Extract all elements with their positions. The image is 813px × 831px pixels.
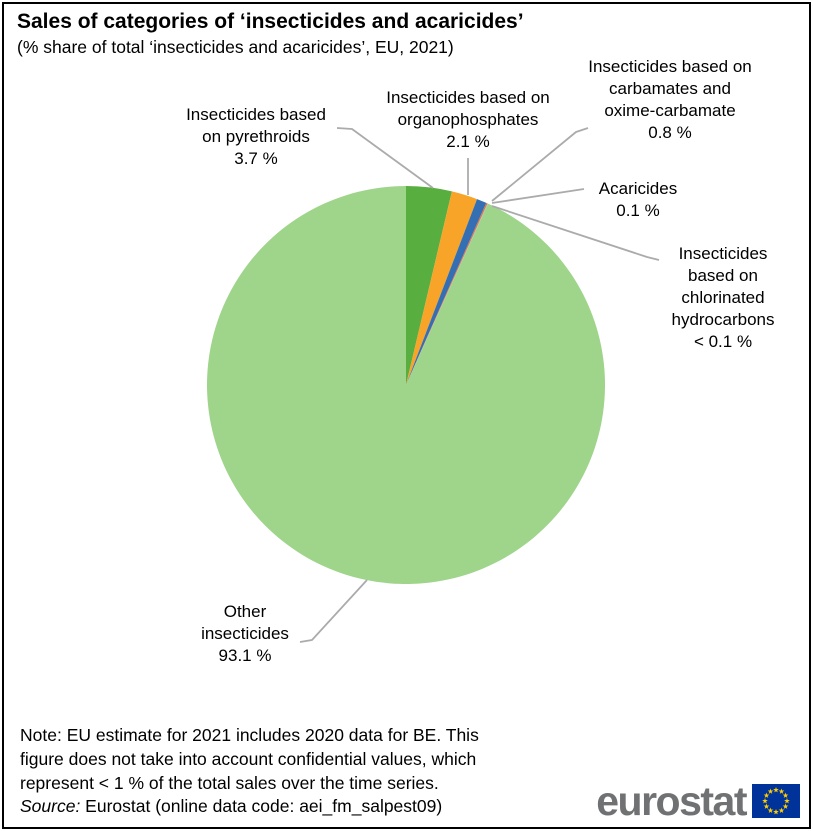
eurostat-wordmark: eurostat [596,778,747,824]
pie-slice-pyrethroids[interactable] [406,186,452,385]
slice-label-other-insecticides: Other insecticides 93.1 % [165,601,325,667]
slice-label-text: Insecticides based on organophosphates [386,88,550,129]
slice-value-text: 0.1 % [616,201,660,220]
footnote: Note: EU estimate for 2021 includes 2020… [20,725,479,793]
slice-label-text: Acaricides [598,179,678,198]
leader-line-chlorinated-hydrocarbons [491,205,660,261]
slice-label-chlorinated-hydrocarbons: Insecticides based on chlorinated hydroc… [653,243,793,353]
pie-slice-acaricides[interactable] [406,202,488,385]
eurostat-logo: eurostat [596,778,800,824]
source-text: Eurostat (online data code: aei_fm_salpe… [80,796,443,816]
page-subtitle: (% share of total ‘insecticides and acar… [17,37,454,57]
page-title: Sales of categories of ‘insecticides and… [17,10,524,33]
pie-slices [207,186,606,584]
slice-value-text: 3.7 % [234,149,278,168]
pie-slice-organophosphates[interactable] [406,191,478,385]
pie-slice-chlorinated-hydrocarbons[interactable] [406,203,489,385]
leader-line-other-insecticides [299,579,368,643]
slice-label-text: Insecticides based on pyrethroids [186,105,326,146]
eu-flag-icon [752,784,800,818]
slice-value-text: 0.8 % [648,123,692,142]
leader-line-acaricides [491,188,585,204]
leader-line-pyrethroids [336,127,434,189]
source-label: Source: [20,796,81,816]
slice-value-text: 2.1 % [446,132,490,151]
slice-label-carbamates: Insecticides based on carbamates and oxi… [570,56,770,144]
slice-label-pyrethroids: Insecticides based on pyrethroids 3.7 % [156,104,356,170]
slice-label-text: Other insecticides [201,602,289,643]
slice-value-text: 93.1 % [218,646,272,665]
slice-label-acaricides: Acaricides 0.1 % [578,178,698,222]
source-line: Source: Eurostat (online data code: aei_… [20,796,442,817]
slice-label-text: Insecticides based on carbamates and oxi… [588,57,752,120]
leader-line-carbamates [491,127,589,202]
pie-slice-other-insecticides[interactable] [207,186,606,584]
slice-label-text: Insecticides based on chlorinated hydroc… [671,244,775,329]
pie-slice-carbamates[interactable] [406,199,487,385]
slice-label-organophosphates: Insecticides based on organophosphates 2… [368,87,568,153]
slice-value-text: < 0.1 % [693,332,753,351]
